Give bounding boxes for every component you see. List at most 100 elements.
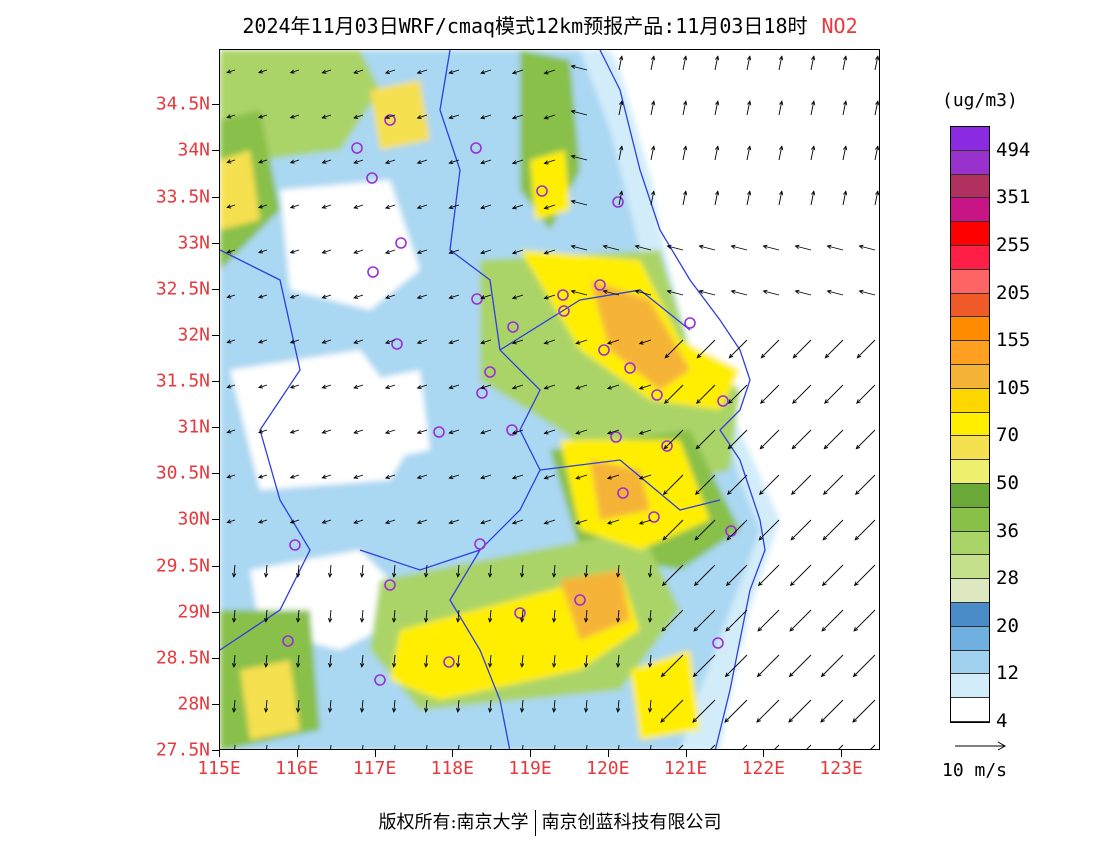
- station-marker: [612, 196, 624, 208]
- wind-arrow: [649, 699, 652, 712]
- wind-arrow: [650, 191, 655, 206]
- wind-arrow-head: [384, 384, 390, 389]
- wind-arrow: [571, 110, 588, 116]
- wind-arrow: [290, 339, 300, 344]
- wind-arrow: [571, 290, 588, 296]
- field-yellow-7: [630, 650, 700, 740]
- wind-arrow-head: [289, 339, 295, 344]
- wind-arrow: [544, 384, 556, 389]
- wind-arrow: [227, 159, 236, 163]
- wind-arrow: [544, 114, 556, 119]
- wind-arrow-head: [327, 618, 333, 623]
- wind-arrow: [233, 609, 236, 622]
- color-legend: [950, 126, 990, 723]
- wind-arrow: [757, 654, 780, 677]
- wind-arrow: [489, 609, 492, 622]
- wind-arrow-head: [634, 244, 640, 249]
- wind-arrow: [290, 384, 300, 389]
- wind-arrow-head: [875, 145, 879, 151]
- wind-arrow: [361, 699, 364, 712]
- wind-arrow-head: [696, 353, 702, 359]
- wind-arrow-head: [726, 535, 732, 541]
- wind-arrow: [265, 654, 268, 667]
- wind-arrow: [571, 245, 588, 251]
- wind-arrow-head: [666, 289, 672, 294]
- wind-arrow: [449, 159, 460, 164]
- wind-arrow-head: [416, 294, 422, 300]
- wind-arrow-head: [384, 159, 390, 164]
- wind-arrow: [480, 159, 492, 164]
- lat-tick-label: 34.5N: [155, 93, 210, 115]
- wind-arrow-head: [543, 70, 549, 75]
- wind-arrow: [354, 249, 364, 254]
- legend-label: 155: [996, 329, 1031, 352]
- wind-arrow-head: [820, 672, 826, 678]
- wind-arrow-head: [730, 289, 736, 294]
- wind-arrow: [607, 519, 620, 525]
- wind-arrow: [758, 519, 780, 541]
- wind-arrow-head: [619, 55, 624, 61]
- coastline: [599, 50, 766, 749]
- wind-arrow: [695, 474, 716, 495]
- wind-arrow-head: [788, 672, 794, 678]
- wind-arrow-head: [826, 289, 832, 294]
- wind-arrow-head: [353, 384, 359, 389]
- wind-arrow: [265, 564, 268, 577]
- wind-arrow: [756, 699, 780, 723]
- wind-arrow-head: [696, 399, 701, 404]
- wind-arrow-head: [698, 244, 704, 249]
- wind-arrow-head: [416, 384, 422, 390]
- wind-arrow-head: [551, 708, 557, 713]
- wind-arrow: [362, 744, 364, 749]
- lat-tick-label: 28.5N: [155, 647, 210, 669]
- lon-tick-label: 121E: [663, 758, 708, 779]
- wind-arrow: [728, 339, 748, 359]
- wind-arrow: [258, 69, 268, 74]
- wind-arrow: [417, 114, 428, 119]
- wind-arrow: [385, 474, 396, 479]
- wind-arrow-head: [694, 535, 700, 541]
- wind-arrow-head: [664, 399, 669, 404]
- wind-arrow-head: [289, 69, 295, 74]
- wind-arrow-head: [321, 294, 327, 299]
- wind-arrow: [731, 290, 748, 296]
- wind-arrow-head: [615, 663, 621, 668]
- province-border-2: [220, 249, 311, 651]
- wind-arrow-head: [519, 663, 525, 668]
- wind-arrow: [859, 245, 876, 251]
- station-marker: [574, 594, 586, 606]
- wind-arrow: [512, 519, 524, 524]
- wind-arrow: [667, 290, 684, 296]
- wind-arrow-head: [843, 190, 848, 196]
- wind-arrow-head: [583, 573, 589, 578]
- wind-arrow: [544, 294, 556, 299]
- wind-arrow: [778, 146, 783, 161]
- wind-arrow: [417, 429, 428, 434]
- wind-arrow: [682, 56, 687, 71]
- wind-arrow-head: [321, 159, 327, 164]
- lon-tick-mark: [763, 750, 765, 757]
- wind-arrow-head: [480, 205, 486, 210]
- legend-swatch: [951, 484, 989, 508]
- wind-arrow-head: [448, 70, 454, 75]
- wind-arrow-head: [852, 718, 857, 723]
- wind-arrow-head: [790, 535, 796, 541]
- wind-arrow: [457, 699, 460, 712]
- lat-tick-mark: [212, 750, 219, 751]
- wind-arrow-head: [821, 626, 827, 632]
- station-marker: [598, 344, 610, 356]
- wind-arrow-head: [794, 244, 800, 249]
- wind-arrow-head: [487, 708, 493, 713]
- wind-arrow: [726, 564, 748, 586]
- wind-arrow: [553, 699, 556, 712]
- wind-arrow: [512, 384, 524, 389]
- wind-arrow: [266, 744, 268, 749]
- wind-arrow: [227, 384, 236, 388]
- wind-arrow-head: [543, 295, 549, 300]
- wind-arrow-head: [321, 204, 327, 209]
- legend-label: 205: [996, 281, 1031, 304]
- wind-arrow-head: [843, 55, 848, 61]
- wind-arrow: [449, 114, 460, 119]
- wind-arrow: [227, 69, 236, 73]
- wind-arrow: [544, 159, 556, 164]
